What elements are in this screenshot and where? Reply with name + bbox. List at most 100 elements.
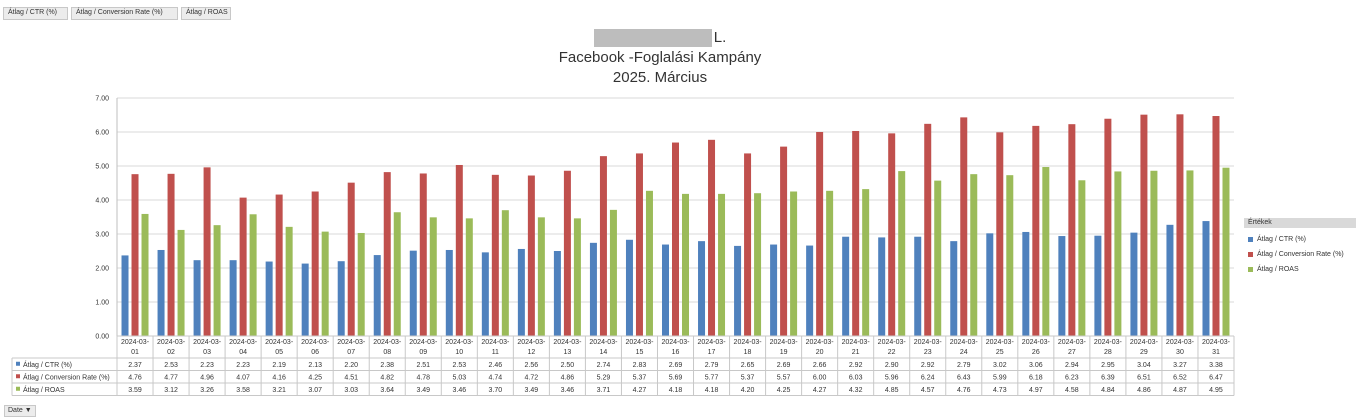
x-tick-label: 19: [780, 349, 788, 356]
x-tick-label: 02: [167, 349, 175, 356]
x-tick-label: 13: [564, 349, 572, 356]
bar-ctr: [337, 261, 345, 336]
data-label: 3.58: [236, 387, 250, 394]
data-label: 3.12: [164, 387, 178, 394]
x-tick-label: 2024-03-: [698, 339, 727, 346]
table-swatch: [16, 361, 20, 366]
x-tick-label: 2024-03-: [1094, 339, 1123, 346]
legend-label-roas: Átlag / ROAS: [1257, 266, 1299, 273]
table-swatch: [16, 386, 20, 391]
data-label: 3.46: [452, 387, 466, 394]
x-tick-label: 2024-03-: [517, 339, 546, 346]
bar-ctr: [553, 251, 561, 336]
y-tick-label: 3.00: [95, 232, 109, 239]
x-tick-label: 28: [1104, 349, 1112, 356]
legend-label-conversion-rate: Átlag / Conversion Rate (%): [1257, 251, 1344, 258]
bar-ctr: [301, 263, 309, 336]
x-tick-label: 2024-03-: [409, 339, 438, 346]
field-button-conversion-rate[interactable]: Átlag / Conversion Rate (%): [71, 7, 178, 20]
bar-conversion-rate: [1068, 124, 1076, 337]
table-row-label: Átlag / CTR (%): [23, 360, 72, 369]
data-label: 2.79: [705, 362, 719, 369]
date-filter-button[interactable]: Date ▼: [4, 405, 36, 417]
data-label: 2.94: [1065, 362, 1079, 369]
field-button-roas[interactable]: Átlag / ROAS: [181, 7, 231, 20]
data-label: 3.49: [416, 387, 430, 394]
data-label: 4.74: [489, 374, 503, 381]
bar-ctr: [481, 252, 489, 336]
data-label: 2.19: [272, 362, 286, 369]
bar-roas: [1114, 171, 1122, 336]
data-label: 2.50: [561, 362, 575, 369]
legend-item-conversion-rate[interactable]: Átlag / Conversion Rate (%): [1244, 247, 1356, 262]
data-label: 3.71: [597, 387, 611, 394]
bar-roas: [357, 232, 365, 336]
x-tick-label: 03: [203, 349, 211, 356]
data-label: 2.23: [200, 362, 214, 369]
legend-item-ctr[interactable]: Átlag / CTR (%): [1244, 232, 1356, 247]
data-label: 6.43: [957, 374, 971, 381]
data-label: 2.53: [452, 362, 466, 369]
bar-conversion-rate: [816, 132, 824, 336]
bar-roas: [141, 213, 149, 336]
bar-roas: [285, 226, 293, 336]
bar-conversion-rate: [1032, 125, 1040, 336]
data-label: 3.27: [1173, 362, 1187, 369]
data-label: 4.07: [236, 374, 250, 381]
bar-roas: [1222, 167, 1230, 336]
data-label: 3.06: [1029, 362, 1043, 369]
data-label: 2.92: [849, 362, 863, 369]
x-tick-label: 2024-03-: [1130, 339, 1159, 346]
x-tick-label: 20: [816, 349, 824, 356]
x-tick-label: 2024-03-: [770, 339, 799, 346]
data-label: 2.95: [1101, 362, 1115, 369]
bar-ctr: [1130, 232, 1138, 336]
bar-ctr: [1166, 224, 1174, 336]
legend-item-roas[interactable]: Átlag / ROAS: [1244, 262, 1356, 277]
bar-conversion-rate: [491, 174, 499, 336]
data-label: 2.83: [633, 362, 647, 369]
data-label: 4.87: [1173, 387, 1187, 394]
bar-roas: [609, 209, 617, 336]
data-label: 2.51: [416, 362, 430, 369]
data-label: 4.78: [416, 374, 430, 381]
chart-title: L. Facebook -Foglalási Kampány 2025. Már…: [440, 28, 880, 88]
data-label: 5.29: [597, 374, 611, 381]
data-label: 5.99: [993, 374, 1007, 381]
data-label: 6.52: [1173, 374, 1187, 381]
bar-roas: [465, 218, 473, 336]
data-label: 4.27: [633, 387, 647, 394]
data-label: 4.85: [885, 387, 899, 394]
x-tick-label: 12: [527, 349, 535, 356]
field-button-ctr[interactable]: Átlag / CTR (%): [3, 7, 68, 20]
data-label: 6.47: [1209, 374, 1223, 381]
bar-conversion-rate: [1212, 116, 1220, 337]
data-label: 3.07: [308, 387, 322, 394]
bar-roas: [501, 210, 509, 336]
x-tick-label: 2024-03-: [661, 339, 690, 346]
bar-roas: [393, 212, 401, 336]
bar-conversion-rate: [924, 123, 932, 336]
bar-conversion-rate: [1104, 118, 1112, 337]
chart-subtitle: Facebook -Foglalási Kampány: [558, 49, 762, 66]
bar-conversion-rate: [383, 172, 391, 336]
data-label: 6.23: [1065, 374, 1079, 381]
data-label: 2.23: [236, 362, 250, 369]
data-label: 6.24: [921, 374, 935, 381]
bar-ctr: [265, 261, 273, 336]
x-tick-label: 18: [744, 349, 752, 356]
bar-ctr: [625, 239, 633, 336]
y-tick-label: 1.00: [95, 300, 109, 307]
data-label: 6.51: [1137, 374, 1151, 381]
legend-swatch-ctr: [1248, 237, 1253, 242]
x-tick-label: 08: [383, 349, 391, 356]
x-tick-label: 04: [239, 349, 247, 356]
x-tick-label: 23: [924, 349, 932, 356]
x-tick-label: 2024-03-: [986, 339, 1015, 346]
data-label: 4.32: [849, 387, 863, 394]
bar-roas: [1186, 170, 1194, 336]
date-filter-label: Date: [8, 407, 23, 414]
bar-conversion-rate: [708, 139, 716, 336]
bar-conversion-rate: [744, 153, 752, 336]
